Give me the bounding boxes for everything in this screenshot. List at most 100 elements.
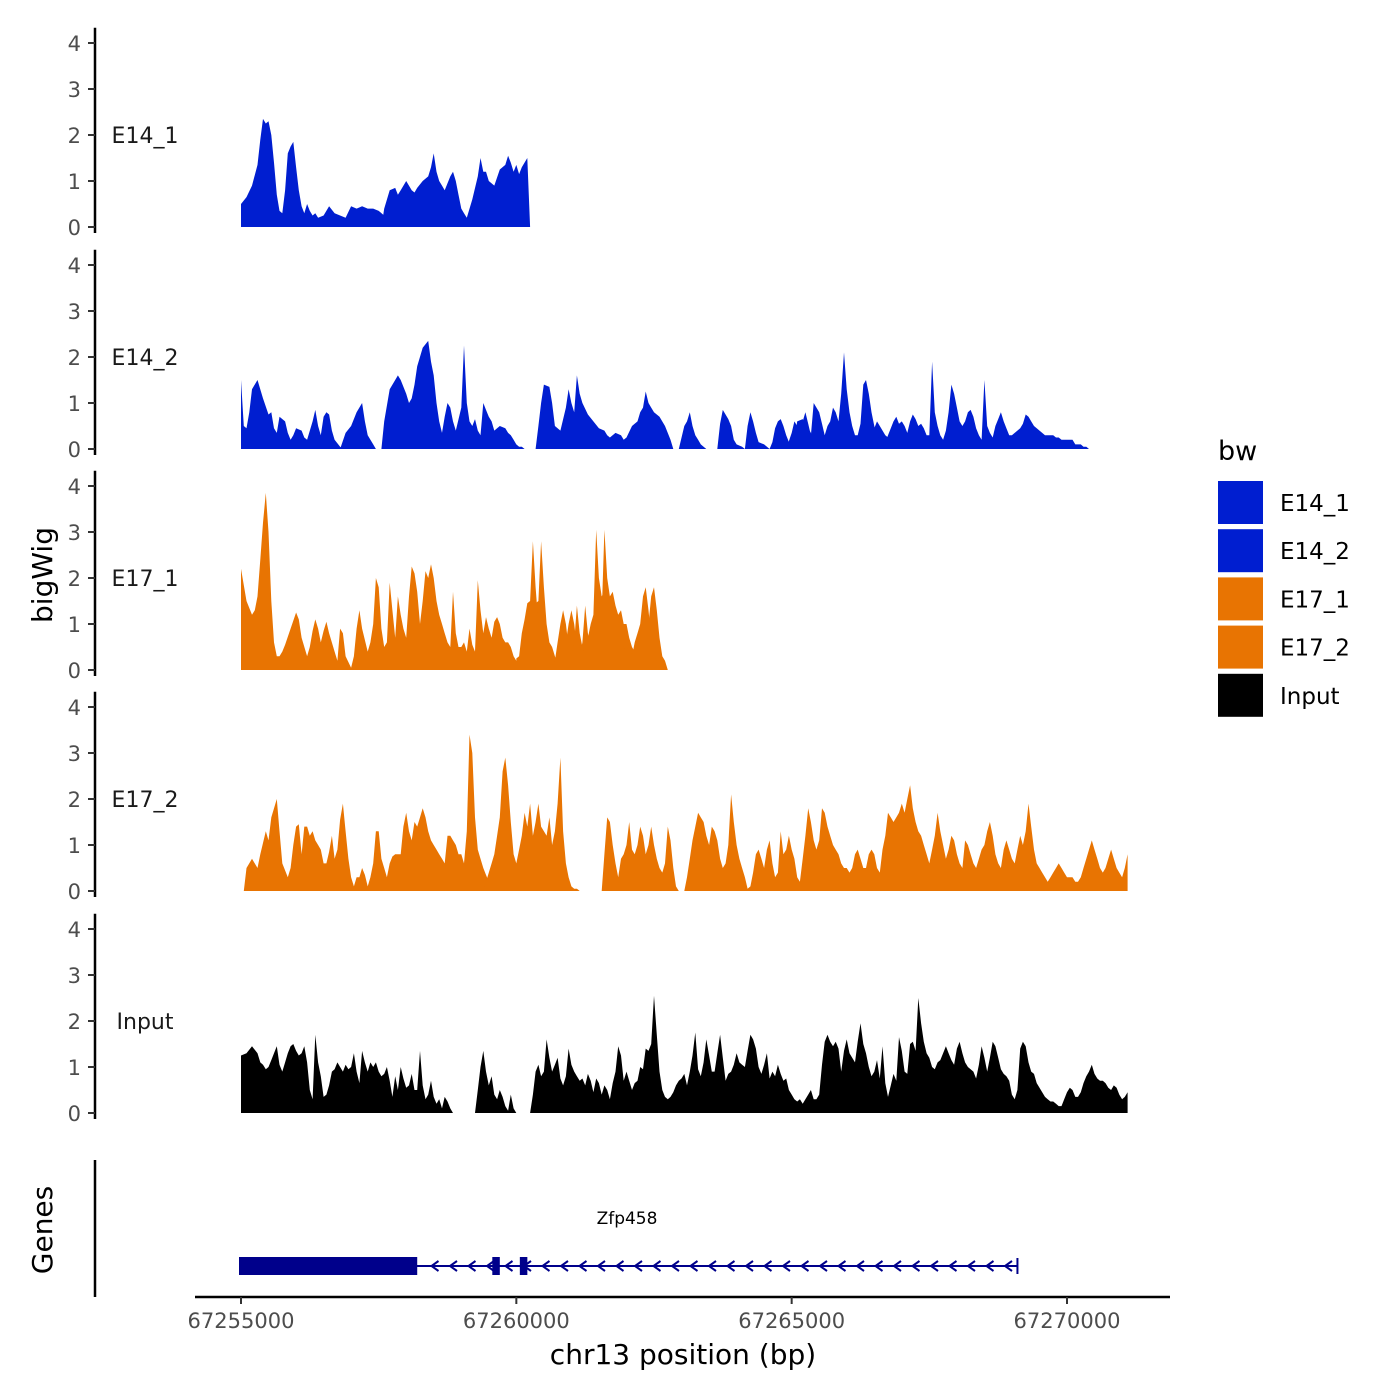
y-axis-title: bigWig: [26, 527, 59, 623]
coverage-area: [241, 118, 431, 227]
strand-arrow: [707, 1260, 717, 1272]
track-label: E17_1: [112, 567, 179, 592]
coverage-area: [475, 1050, 533, 1113]
y-tick-label: 2: [68, 346, 81, 370]
legend-label: E17_2: [1280, 636, 1350, 662]
legend-label: Input: [1280, 684, 1340, 710]
y-tick-label: 4: [68, 918, 81, 942]
strand-arrow: [651, 1260, 662, 1272]
strand-arrow: [984, 1260, 995, 1272]
strand-arrow: [873, 1260, 884, 1272]
strand-arrow: [725, 1260, 736, 1272]
track-e17-1: 0 1 2 3 4 E17_1: [68, 470, 930, 683]
coverage-area: [516, 529, 930, 670]
y-tick-label: 2: [68, 124, 81, 148]
x-tick-label: 67265000: [738, 1309, 845, 1333]
strand-arrow: [947, 1260, 958, 1272]
y-tick-label: 3: [68, 300, 81, 324]
coverage-area: [381, 153, 531, 227]
y-tick-label: 4: [68, 475, 81, 499]
y-tick-label: 0: [68, 880, 81, 904]
y-tick-label: 3: [68, 78, 81, 102]
coverage-area: [535, 375, 674, 449]
track-e14-1: 0 1 2 3 4 E14_1: [68, 27, 531, 240]
strand-arrow: [688, 1260, 699, 1272]
track-label: E17_2: [112, 788, 179, 813]
strand-arrow: [744, 1260, 754, 1272]
strand-arrow: [910, 1260, 921, 1272]
legend-label: E14_1: [1280, 491, 1350, 517]
y-tick-label: 0: [68, 659, 81, 683]
x-axis: 67255000 67260000 67265000 67270000: [188, 1295, 1170, 1333]
strand-arrow: [448, 1260, 458, 1272]
y-tick-label: 2: [68, 788, 81, 812]
strand-arrow: [929, 1260, 939, 1272]
strand-arrow: [1003, 1260, 1013, 1272]
track-e17-2: 0 1 2 3 4 E17_2: [68, 691, 1128, 904]
coverage-area: [241, 1034, 528, 1113]
y-tick-label: 2: [68, 1010, 81, 1034]
y-tick-label: 3: [68, 742, 81, 766]
strand-arrow: [559, 1260, 569, 1272]
strand-arrow: [836, 1260, 847, 1272]
y-tick-label: 3: [68, 521, 81, 545]
strand-arrow: [633, 1260, 643, 1272]
y-tick-label: 1: [68, 834, 81, 858]
coverage-area: [483, 757, 580, 891]
genes-axis-title: Genes: [26, 1186, 59, 1274]
y-tick-label: 1: [68, 613, 81, 637]
coverage-area: [601, 785, 1128, 891]
x-tick-label: 67270000: [1014, 1309, 1121, 1333]
y-tick-label: 0: [68, 438, 81, 462]
strand-arrow: [855, 1260, 865, 1272]
coverage-tracks: 0 1 2 3 4 E14_1 0 1 2 3 4 E14_2 0 1 2 3 4 E17_1 0 1 2 3 4 E17_2…: [68, 27, 1128, 1126]
legend-swatch: [1218, 481, 1263, 524]
coverage-area: [530, 995, 1128, 1113]
y-tick-label: 3: [68, 964, 81, 988]
genes-panel: Zfp458: [93, 1160, 1019, 1297]
y-tick-label: 1: [68, 1056, 81, 1080]
strand-arrow: [614, 1260, 625, 1272]
strand-arrow: [540, 1260, 551, 1272]
gene-name-label: Zfp458: [597, 1209, 658, 1229]
x-axis-title: chr13 position (bp): [550, 1338, 816, 1371]
legend: bw E14_1 E14_2 E17_1 E17_2 Input: [1218, 436, 1350, 717]
strand-arrow: [577, 1260, 588, 1272]
track-label: E14_1: [112, 124, 179, 149]
x-tick-label: 67260000: [463, 1309, 570, 1333]
strand-arrow: [670, 1260, 680, 1272]
track-label: E14_2: [112, 346, 179, 371]
track-label: Input: [117, 1010, 174, 1035]
coverage-area: [241, 492, 875, 670]
track-e14-2: 0 1 2 3 4 E14_2: [68, 249, 1128, 462]
coverage-area: [340, 403, 376, 449]
strand-arrow: [966, 1260, 976, 1272]
strand-arrow: [503, 1260, 514, 1272]
legend-swatch: [1218, 577, 1263, 621]
y-tick-label: 4: [68, 254, 81, 278]
coverage-area: [381, 340, 525, 449]
legend-label: E14_2: [1280, 539, 1350, 565]
strand-arrow: [762, 1260, 773, 1272]
strand-arrow: [799, 1260, 810, 1272]
y-tick-label: 4: [68, 696, 81, 720]
y-tick-label: 1: [68, 170, 81, 194]
coverage-area: [678, 409, 1128, 449]
y-tick-label: 2: [68, 567, 81, 591]
x-tick-label: 67255000: [188, 1309, 295, 1333]
gene-exon: [519, 1257, 528, 1275]
coverage-area: [243, 734, 580, 891]
coverage-area: [241, 380, 343, 449]
strand-arrow: [892, 1260, 902, 1272]
legend-swatch: [1218, 673, 1263, 717]
y-tick-label: 1: [68, 392, 81, 416]
strand-arrow: [818, 1260, 828, 1272]
strand-arrow: [429, 1260, 440, 1272]
legend-swatch: [1218, 529, 1263, 573]
track-input: 0 1 2 3 4 Input: [68, 913, 1128, 1126]
coverage-area: [786, 352, 1128, 449]
gene-exon: [239, 1257, 418, 1275]
legend-title: bw: [1218, 436, 1257, 467]
y-tick-label: 0: [68, 1102, 81, 1126]
